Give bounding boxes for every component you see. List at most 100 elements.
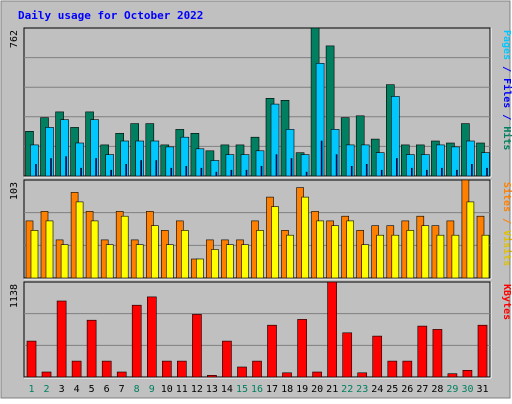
visits-panel-bar-sites-10 [166,244,174,279]
x-tick-label-17: 17 [266,384,278,395]
kbytes-panel-bar-kbytes-8 [131,304,142,378]
visits-panel-bar-sites-1 [30,230,39,279]
hits-panel-bar-pages-24 [380,169,383,177]
visits-panel-bar-sites-26 [406,230,415,279]
kbytes-panel-bar-kbytes-17 [267,324,277,378]
hits-panel-bar-files-27 [420,154,430,177]
hits-panel-bar-files-23 [360,144,370,177]
kbytes-panel-bar-kbytes-28 [432,329,443,378]
kbytes-panel-bar-kbytes-19 [297,319,307,378]
x-tick-label-29: 29 [446,384,458,395]
visits-panel-bar-sites-17 [271,206,279,279]
hits-panel-bar-pages-7 [125,164,127,177]
hits-panel-bar-pages-1 [35,164,37,177]
hits-panel-bar-pages-12 [200,167,203,177]
kbytes-panel-bar-kbytes-6 [101,360,112,378]
kbytes-panel-bar-kbytes-27 [417,325,428,378]
visits-panel-bar-sites-31 [481,234,490,279]
hits-panel-bar-files-15 [240,154,250,177]
kbytes-panel-bar-kbytes-21 [327,281,337,378]
hits-panel-bar-pages-3 [65,156,67,177]
x-tick-label-19: 19 [296,384,308,395]
visits-panel-bar-sites-11 [181,230,189,279]
visits-panel-bar-sites-27 [421,225,430,279]
hits-panel-bar-pages-22 [350,166,353,177]
hits-panel-bar-files-11 [180,136,190,177]
hits-panel-bar-files-21 [330,129,340,177]
hits-panel-bar-pages-27 [425,169,428,177]
visits-panel-bar-sites-25 [391,234,400,279]
hits-panel-bar-files-7 [120,140,129,177]
hits-panel-bar-files-28 [436,144,445,177]
x-tick-label-5: 5 [89,384,95,395]
visits-panel-bar-sites-4 [75,201,84,279]
kbytes-panel-bar-kbytes-14 [222,340,232,378]
kbytes-panel-bar-kbytes-13 [207,374,217,378]
hits-panel-ymax-label: 762 [9,30,20,48]
x-tick-label-1: 1 [28,384,34,395]
hits-panel-bar-files-26 [405,154,415,177]
x-tick-label-23: 23 [356,384,368,395]
visits-panel-bar-sites-2 [45,220,54,279]
x-tick-label-16: 16 [251,384,263,395]
kbytes-panel-series-label-part-0: KBytes [501,284,512,320]
x-tick-label-7: 7 [119,384,125,395]
hits-panel-bar-files-6 [105,154,114,177]
kbytes-panel-series-label: KBytes [501,284,512,320]
visits-panel-bar-sites-20 [316,220,324,279]
hits-panel-bar-files-3 [60,119,69,177]
hits-panel-series-label-part-4: Hits [501,126,512,150]
hits-panel-bar-pages-4 [80,167,82,177]
visits-panel-series-label-part-1: / [501,212,512,230]
kbytes-panel-plot-area [23,281,491,378]
kbytes-panel-bar-kbytes-18 [282,372,292,378]
hits-panel-bar-files-22 [345,144,355,177]
x-tick-label-9: 9 [149,384,155,395]
hits-panel-bar-pages-21 [335,154,338,177]
hits-panel-bar-files-14 [225,154,235,177]
hits-panel-bar-files-12 [195,148,205,177]
hits-panel-bar-pages-25 [395,158,398,177]
hits-panel-bar-pages-30 [471,164,473,177]
x-tick-label-24: 24 [371,384,383,395]
x-tick-label-30: 30 [461,384,473,395]
x-tick-label-10: 10 [161,384,173,395]
visits-panel-bar-sites-16 [256,230,264,279]
hits-panel-bar-pages-19 [305,171,308,177]
visits-panel-bar-sites-7 [120,215,129,279]
kbytes-panel-bar-kbytes-4 [71,360,82,378]
visits-panel-bar-sites-21 [331,225,339,279]
x-tick-label-22: 22 [341,384,353,395]
kbytes-panel-bar-kbytes-5 [86,319,97,378]
hits-panel-bar-files-20 [315,62,325,177]
kbytes-panel-bar-kbytes-31 [477,324,488,378]
kbytes-panel-bar-kbytes-15 [237,366,247,378]
kbytes-panel-bar-kbytes-10 [162,360,172,378]
hits-panel-bar-pages-6 [110,169,112,177]
x-tick-label-31: 31 [476,384,488,395]
hits-panel-series-label-part-0: Pages [501,30,512,60]
visits-panel-bar-sites-23 [361,244,370,279]
hits-panel-bar-pages-15 [245,169,248,177]
visits-panel-series-label-part-0: Sites [501,182,512,212]
x-tick-label-20: 20 [311,384,323,395]
hits-panel-bar-pages-2 [50,158,52,177]
hits-panel-bar-files-17 [270,103,280,177]
hits-panel-series-label-part-1: / [501,60,512,78]
hits-panel-bar-pages-14 [230,169,233,177]
visits-panel-bar-sites-30 [466,201,475,279]
visits-panel-bar-sites-5 [90,220,99,279]
visits-panel-bar-sites-15 [241,244,249,279]
hits-panel-bar-pages-23 [365,164,368,177]
visits-panel: 103 Sites / Visits [9,179,512,280]
hits-panel-series-label: Pages / Files / Hits [501,30,512,150]
x-tick-label-2: 2 [43,384,49,395]
x-tick-label-13: 13 [206,384,218,395]
hits-panel-bar-files-18 [285,129,295,177]
hits-panel-bar-pages-31 [486,167,488,177]
kbytes-panel-bar-kbytes-2 [41,371,52,378]
kbytes-panel-ymax-label: 1138 [9,284,20,308]
hits-panel: 762 Pages / Files / Hits [9,27,512,178]
x-tick-label-8: 8 [134,384,140,395]
